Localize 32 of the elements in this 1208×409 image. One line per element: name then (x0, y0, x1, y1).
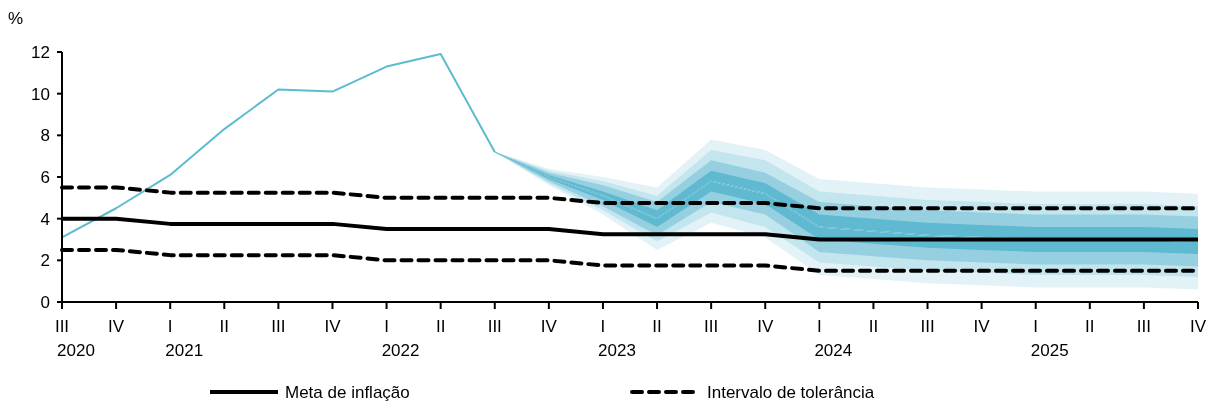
x-tick-label: III (1136, 317, 1151, 336)
y-tick-label: 8 (40, 126, 50, 146)
legend-label: Intervalo de tolerância (707, 382, 875, 402)
x-tick-label: II (219, 317, 230, 336)
x-tick-label: I 2025 (1030, 317, 1069, 360)
x-tick-label: I 2022 (381, 317, 420, 360)
y-tick-label: 4 (40, 209, 50, 229)
x-tick-label: IV (540, 317, 558, 336)
x-tick-label: I 2021 (165, 317, 204, 360)
y-axis-title: % (8, 9, 24, 28)
y-tick-label: 12 (31, 42, 50, 62)
x-tick-label: IV (1189, 317, 1207, 336)
y-tick-label: 0 (40, 292, 50, 312)
x-tick-label: II (652, 317, 662, 336)
x-tick-label: II (1085, 317, 1095, 336)
y-tick-label: 6 (40, 167, 50, 187)
x-tick-label: I 2023 (598, 317, 636, 360)
y-tick-label: 10 (31, 84, 50, 104)
x-tick-label: IV (324, 317, 342, 336)
x-tick-label: II (868, 317, 879, 336)
x-tick-label: I 2024 (814, 317, 853, 360)
x-tick-label: III (487, 317, 502, 336)
y-tick-label: 2 (40, 251, 50, 271)
x-tick-label: III (704, 317, 719, 336)
legend-label: Meta de inflação (285, 382, 410, 402)
x-tick-label: III 2020 (54, 317, 95, 360)
x-tick-label: II (435, 317, 446, 336)
x-tick-label: IV (108, 317, 125, 336)
x-tick-label: IV (757, 317, 774, 336)
x-tick-label: IV (973, 317, 991, 336)
x-tick-label: III (271, 317, 286, 336)
x-tick-label: III (920, 317, 935, 336)
